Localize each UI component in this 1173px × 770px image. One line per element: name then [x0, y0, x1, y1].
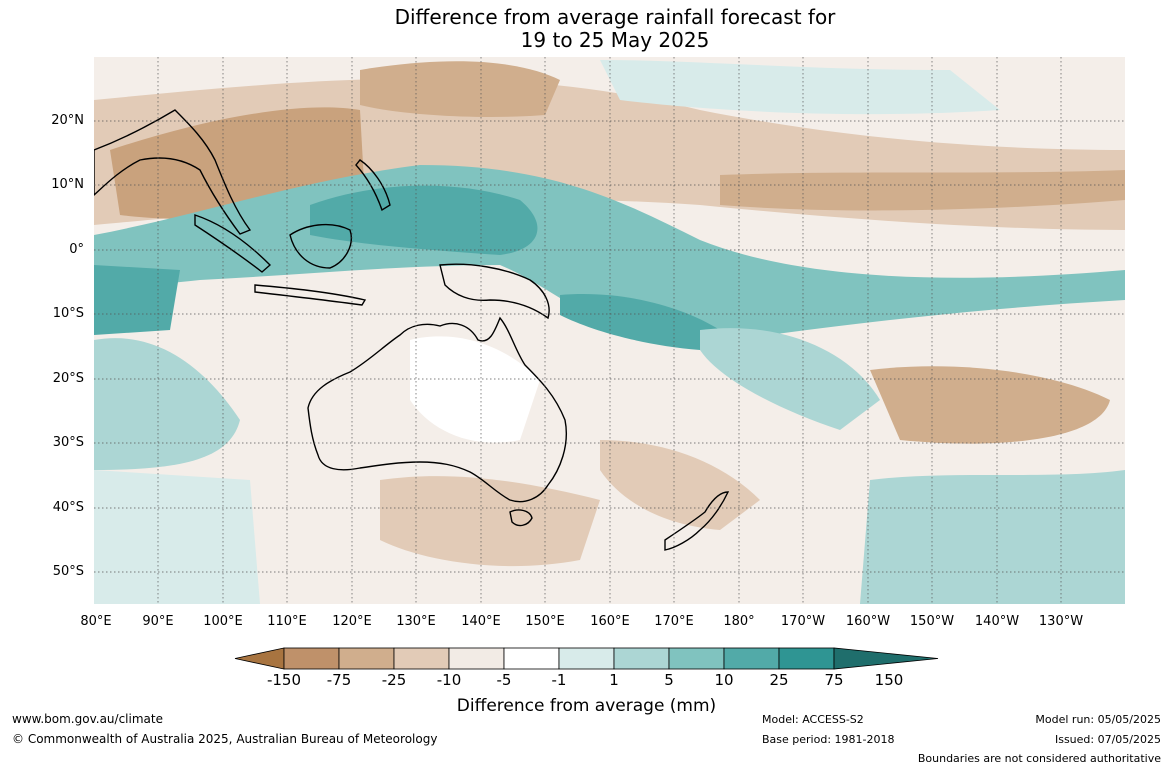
colorbar-extend-low [234, 647, 285, 670]
lon-label-130w: 130°W [1038, 614, 1084, 629]
tasmania-coastline [509, 509, 533, 527]
lat-label-10s: 10°S [52, 306, 84, 321]
java-coastline [254, 284, 367, 306]
new-guinea-coastline [439, 263, 550, 320]
lat-label-30s: 30°S [52, 435, 84, 450]
colorbar-extend-high [833, 647, 939, 670]
sumatra-coastline [194, 214, 272, 273]
colorbar-cell [613, 647, 670, 670]
lon-label-160w: 160°W [845, 614, 891, 629]
footer-website: www.bom.gov.au/climate [12, 712, 163, 726]
colorbar-tick-7: 1 [609, 671, 619, 689]
lon-label-170e: 170°E [654, 614, 694, 629]
new-zealand-coastline [664, 491, 730, 551]
colorbar-cell [393, 647, 450, 670]
colorbar-tick-1: -150 [266, 671, 302, 689]
lon-label-140w: 140°W [974, 614, 1020, 629]
lon-label-90e: 90°E [142, 614, 174, 629]
graticule [94, 57, 1125, 604]
colorbar-cell [448, 647, 505, 670]
footer-copyright: © Commonwealth of Australia 2025, Austra… [12, 732, 438, 746]
footer-disclaimer: Boundaries are not considered authoritat… [917, 752, 1161, 765]
colorbar-tick-6: -1 [551, 671, 567, 689]
footer-model-run: Model run: 05/05/2025 [1035, 713, 1161, 726]
australia-coastline [307, 316, 567, 503]
asia-mainland-coastline [94, 109, 252, 235]
lon-label-150w: 150°W [909, 614, 955, 629]
colorbar-tick-4: -10 [436, 671, 462, 689]
lon-label-160e: 160°E [590, 614, 630, 629]
footer-issued: Issued: 07/05/2025 [1054, 733, 1161, 746]
colorbar-label: Difference from average (mm) [456, 696, 717, 716]
colorbar-cell [668, 647, 725, 670]
footer-model: Model: ACCESS-S2 [762, 713, 864, 726]
footer-base-period: Base period: 1981-2018 [762, 733, 895, 746]
rainfall-anomaly-map [94, 57, 1125, 604]
lat-label-40s: 40°S [52, 500, 84, 515]
borneo-coastline [289, 223, 352, 269]
colorbar-tick-9: 10 [714, 671, 734, 689]
colorbar-cell [723, 647, 780, 670]
lon-label-180: 180° [723, 614, 755, 629]
lon-label-150e: 150°E [525, 614, 565, 629]
colorbar-tick-5: -5 [496, 671, 512, 689]
lon-label-100e: 100°E [203, 614, 243, 629]
map-title-line-1: Difference from average rainfall forecas… [394, 5, 836, 29]
lon-label-80e: 80°E [80, 614, 112, 629]
philippines-coastline [355, 159, 391, 212]
colorbar-cells [234, 647, 939, 670]
coastlines [94, 109, 730, 551]
lon-label-120e: 120°E [332, 614, 372, 629]
rainfall-anomaly-fields [94, 60, 1125, 604]
colorbar-tick-8: 5 [664, 671, 674, 689]
lon-label-140e: 140°E [461, 614, 501, 629]
lon-label-170w: 170°W [780, 614, 826, 629]
colorbar-tick-2: -75 [326, 671, 352, 689]
colorbar-cell [503, 647, 560, 670]
lat-label-0: 0° [69, 242, 84, 257]
lon-label-110e: 110°E [267, 614, 307, 629]
lat-label-50s: 50°S [52, 564, 84, 579]
lat-label-20n: 20°N [51, 113, 84, 128]
colorbar-tick-3: -25 [381, 671, 407, 689]
map-title-line-2: 19 to 25 May 2025 [520, 28, 710, 52]
lat-label-10n: 10°N [51, 177, 84, 192]
lat-label-20s: 20°S [52, 371, 84, 386]
colorbar-tick-10: 25 [769, 671, 789, 689]
colorbar-cell [558, 647, 615, 670]
colorbar-cell [338, 647, 395, 670]
colorbar-tick-12: 150 [874, 671, 904, 689]
colorbar-cell [283, 647, 340, 670]
colorbar-cell [778, 647, 835, 670]
colorbar-tick-11: 75 [824, 671, 844, 689]
lon-label-130e: 130°E [396, 614, 436, 629]
